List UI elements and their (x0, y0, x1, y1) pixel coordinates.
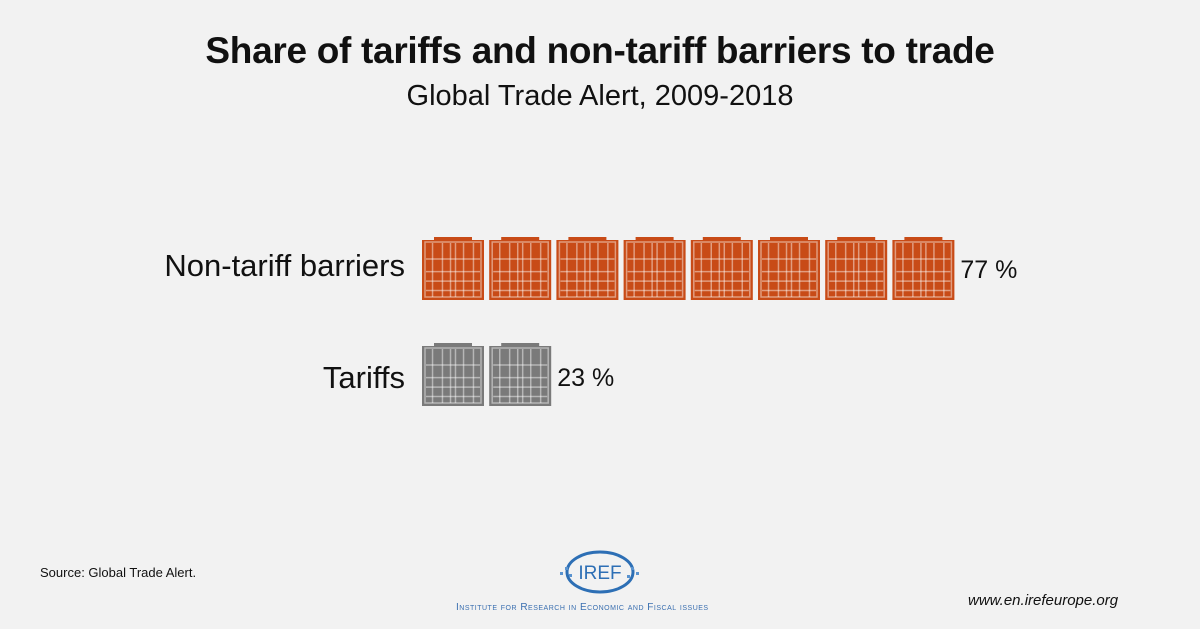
container-icon (623, 237, 686, 300)
container-icon (489, 237, 552, 300)
category-label-tariffs: Tariffs (322, 360, 405, 395)
institute-name: Institute for Research in Economic and F… (456, 602, 709, 613)
container-icon (489, 343, 552, 406)
value-label-tariffs: 23 % (557, 364, 615, 392)
source-note: Source: Global Trade Alert. (40, 565, 197, 580)
container-icon (825, 237, 888, 300)
container-icon (422, 343, 484, 406)
value-label-non-tariff: 77 % (960, 256, 1018, 284)
logo-ring-icon (565, 550, 635, 594)
category-label-non-tariff: Non-tariff barriers (164, 248, 405, 283)
website-url[interactable]: www.en.irefeurope.org (968, 592, 1119, 609)
chart-title: Share of tariffs and non-tariff barriers… (205, 30, 995, 71)
container-icon (892, 237, 955, 300)
iref-logo: IREF (560, 550, 639, 594)
container-icon (758, 237, 820, 300)
chart-subtitle: Global Trade Alert, 2009-2018 (406, 80, 794, 112)
logo-text: IREF (578, 563, 621, 584)
container-icon (556, 237, 619, 300)
container-icon (690, 237, 753, 300)
container-icon (422, 237, 484, 300)
